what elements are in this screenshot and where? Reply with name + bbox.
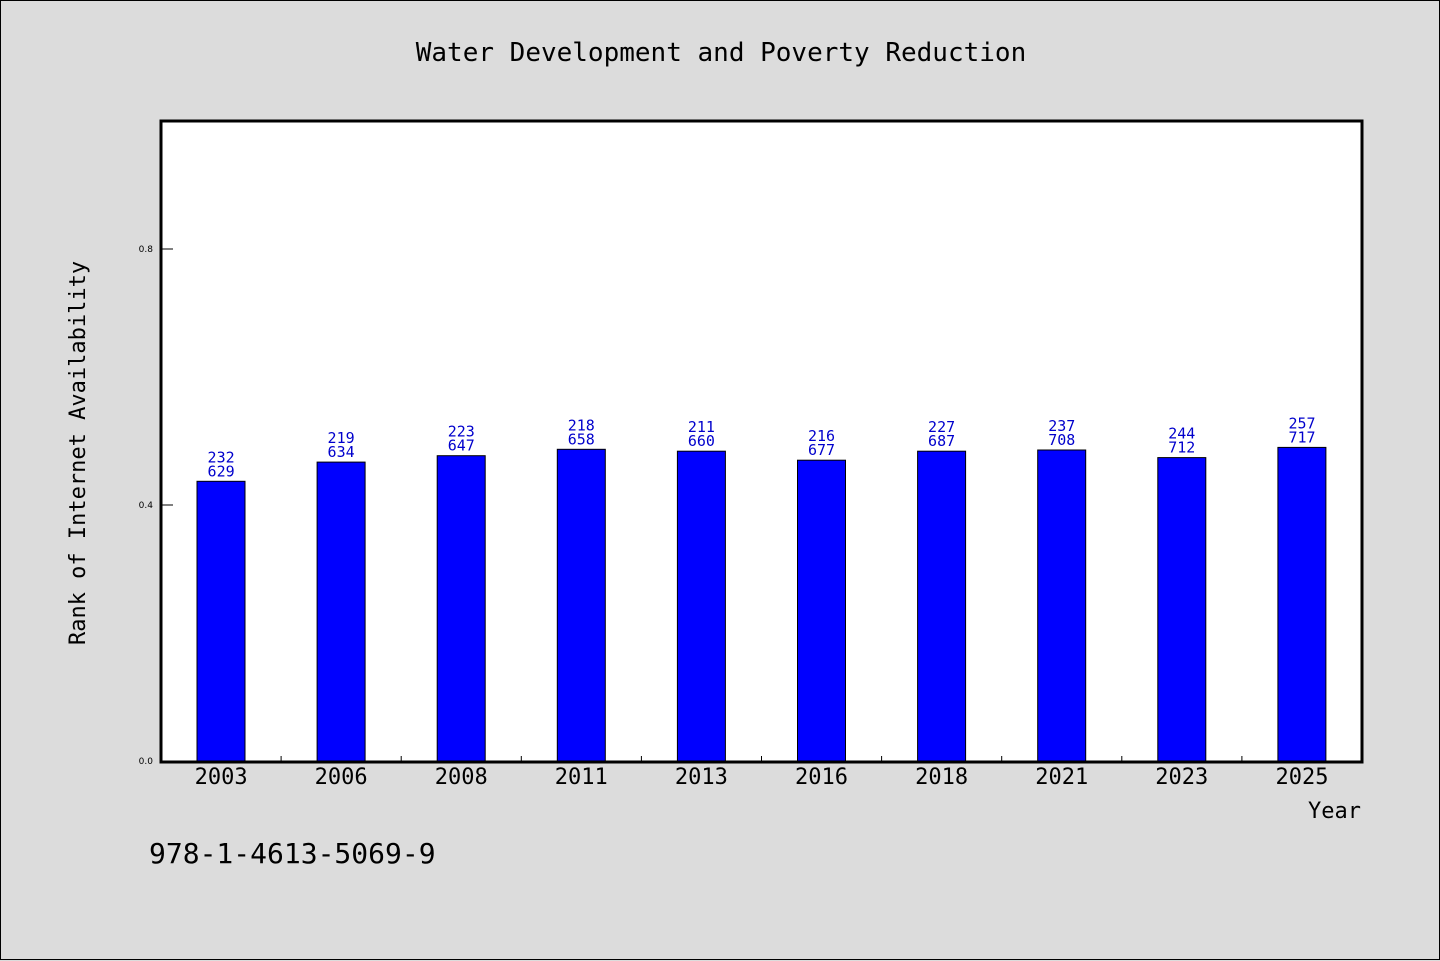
x-tick-label: 2016 xyxy=(795,765,848,790)
isbn-text: 978-1-4613-5069-9 xyxy=(149,837,436,870)
data-label-bottom: 647 xyxy=(448,437,475,455)
bar-2016 xyxy=(797,459,846,762)
data-label-top: 218 xyxy=(568,416,595,434)
x-tick-label: 2008 xyxy=(435,765,488,790)
data-label-top: 237 xyxy=(1048,417,1075,435)
x-tick-label: 2006 xyxy=(315,765,368,790)
data-label-bottom: 687 xyxy=(928,432,955,450)
data-label-top: 216 xyxy=(808,427,835,445)
data-label-bottom: 677 xyxy=(808,441,835,459)
data-label-top: 232 xyxy=(208,448,235,466)
x-tick-label: 2023 xyxy=(1155,765,1208,790)
tick-group: 2003 2006 2008 2011 2013 2016 2018 2021 2023 2025… xyxy=(139,245,1329,790)
y-axis-label: Rank of Internet Availability xyxy=(66,261,91,645)
data-label-bottom: 629 xyxy=(208,462,235,480)
data-label-bottom: 634 xyxy=(328,443,355,461)
data-label-top: 223 xyxy=(448,423,475,441)
x-tick-label: 2003 xyxy=(195,765,248,790)
data-label-bottom: 660 xyxy=(688,432,715,450)
data-label-top: 244 xyxy=(1168,425,1195,443)
x-tick-label: 2025 xyxy=(1276,765,1329,790)
y-tick-label: 0.8 xyxy=(139,245,154,255)
bar-2021 xyxy=(1037,449,1087,762)
y-tick-label: 0.0 xyxy=(139,757,154,767)
data-label-bottom: 717 xyxy=(1288,428,1315,446)
x-tick-label: 2018 xyxy=(915,765,968,790)
x-tick-label: 2011 xyxy=(555,765,608,790)
bar-2013 xyxy=(676,450,726,762)
bar-2025 xyxy=(1277,446,1327,762)
bar-group xyxy=(196,446,1327,762)
data-label-top: 257 xyxy=(1288,414,1315,432)
bar-2008 xyxy=(436,455,486,762)
x-axis-label: Year xyxy=(1308,799,1361,824)
x-tick-label: 2013 xyxy=(675,765,728,790)
data-label-bottom: 658 xyxy=(568,430,595,448)
y-tick-label: 0.4 xyxy=(139,501,154,511)
data-label-bottom: 712 xyxy=(1168,439,1195,457)
data-label-bottom: 708 xyxy=(1048,431,1075,449)
data-label-top: 211 xyxy=(688,418,715,436)
chart-title: Water Development and Poverty Reduction xyxy=(416,38,1026,68)
x-tick-label: 2021 xyxy=(1035,765,1088,790)
bar-2023 xyxy=(1157,457,1207,762)
data-label-top: 227 xyxy=(928,418,955,436)
bar-2003 xyxy=(196,480,246,762)
bar-2006 xyxy=(316,461,366,762)
data-label-top: 219 xyxy=(328,429,355,447)
bar-2011 xyxy=(556,448,606,762)
bar-2018 xyxy=(917,450,967,762)
